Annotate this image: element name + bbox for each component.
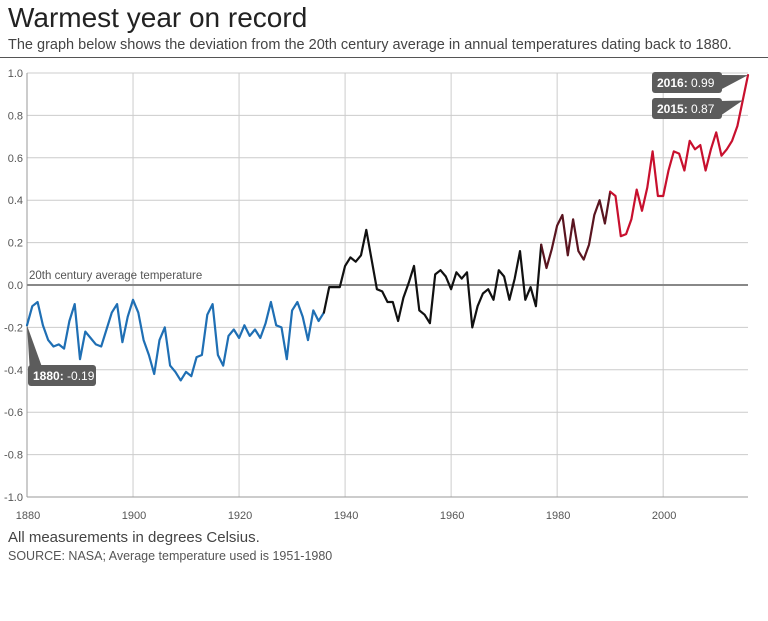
source-note: SOURCE: NASA; Average temperature used i…	[8, 549, 333, 563]
callout-pointer	[27, 325, 42, 373]
x-tick-label: 1920	[228, 510, 252, 522]
y-tick-label: 1.0	[8, 68, 23, 80]
callout-2015: 2015: 0.87	[652, 98, 743, 119]
units-note: All measurements in degrees Celsius.	[8, 529, 260, 546]
y-tick-label: 0.4	[8, 195, 23, 207]
callout-value: 0.99	[691, 76, 715, 90]
callout-label: 2016: 0.99	[657, 76, 715, 90]
callout-2016: 2016: 0.99	[652, 72, 748, 93]
title-divider	[0, 57, 768, 58]
x-tick-label: 2000	[652, 510, 676, 522]
y-tick-label: 0.0	[8, 280, 23, 292]
callout-box	[28, 365, 96, 386]
callout-1880: 1880: -0.19	[27, 325, 96, 386]
y-tick-label: -0.2	[4, 322, 23, 334]
chart-subtitle: The graph below shows the deviation from…	[8, 37, 732, 53]
x-tick-label: 1980	[546, 510, 570, 522]
series-line	[322, 228, 543, 329]
x-tick-label: 1940	[334, 510, 358, 522]
tick-labels: 1.0 0.8 0.6 0.4 0.2 0.0 -0.2 -0.4 -0.6 -0.8 -1.0 18…	[4, 68, 676, 522]
chart-title: Warmest year on record	[8, 2, 308, 33]
y-tick-label: 0.2	[8, 238, 23, 250]
callout-year: 2016:	[657, 76, 691, 90]
callout-label: 2015: 0.87	[657, 102, 715, 116]
callout-year: 2015:	[657, 102, 691, 116]
y-tick-label: -1.0	[4, 492, 23, 504]
y-tick-label: -0.4	[4, 365, 23, 377]
series-layer	[25, 73, 750, 382]
series-line	[540, 190, 612, 270]
series-line	[25, 298, 325, 382]
callout-value: -0.19	[67, 369, 95, 383]
callout-year: 1880:	[33, 369, 67, 383]
reference-line-group: 20th century average temperature	[27, 270, 748, 286]
y-tick-label: -0.6	[4, 407, 23, 419]
callout-pointer	[720, 100, 743, 116]
callout-pointer	[720, 75, 748, 90]
callout-box	[652, 72, 722, 93]
y-tick-label: 0.8	[8, 110, 23, 122]
y-tick-label: 0.6	[8, 153, 23, 165]
x-tick-label: 1960	[440, 510, 464, 522]
series-line	[609, 73, 750, 238]
callout-value: 0.87	[691, 102, 715, 116]
reference-line-label: 20th century average temperature	[29, 270, 202, 282]
x-tick-label: 1900	[122, 510, 146, 522]
callout-label: 1880: -0.19	[33, 369, 95, 383]
y-tick-label: -0.8	[4, 450, 23, 462]
x-tick-label: 1880	[16, 510, 40, 522]
callout-box	[652, 98, 722, 119]
